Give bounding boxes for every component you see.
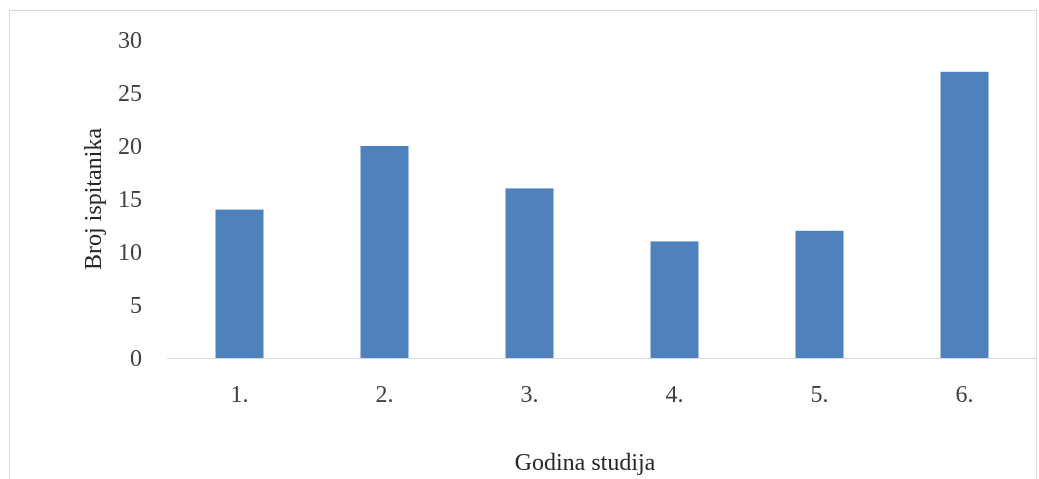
y-tick-label: 15	[118, 187, 142, 213]
y-tick-label: 30	[118, 28, 142, 54]
chart-area	[9, 10, 1037, 479]
y-axis-ticks: 0 5 10 15 20 25 30	[118, 28, 142, 372]
y-tick-label: 25	[118, 81, 142, 107]
y-axis-title: Broj ispitanika	[81, 128, 107, 270]
x-tick-label: 6.	[956, 382, 974, 408]
x-axis-ticks: 1. 2. 3. 4. 5. 6.	[231, 382, 974, 408]
x-tick-label: 2.	[376, 382, 394, 408]
bar	[940, 71, 989, 359]
bars	[215, 71, 989, 359]
x-tick-label: 5.	[811, 382, 829, 408]
bar	[795, 230, 844, 358]
x-tick-label: 3.	[521, 382, 539, 408]
x-tick-label: 1.	[231, 382, 249, 408]
y-tick-label: 5	[130, 293, 142, 319]
x-axis-title: Godina studija	[515, 450, 656, 476]
y-tick-label: 20	[118, 134, 142, 160]
y-tick-label: 0	[130, 346, 142, 372]
bar	[360, 146, 409, 358]
x-tick-label: 4.	[666, 382, 684, 408]
y-tick-label: 10	[118, 240, 142, 266]
bar	[215, 209, 264, 358]
bar	[505, 188, 554, 358]
bar	[650, 241, 699, 358]
